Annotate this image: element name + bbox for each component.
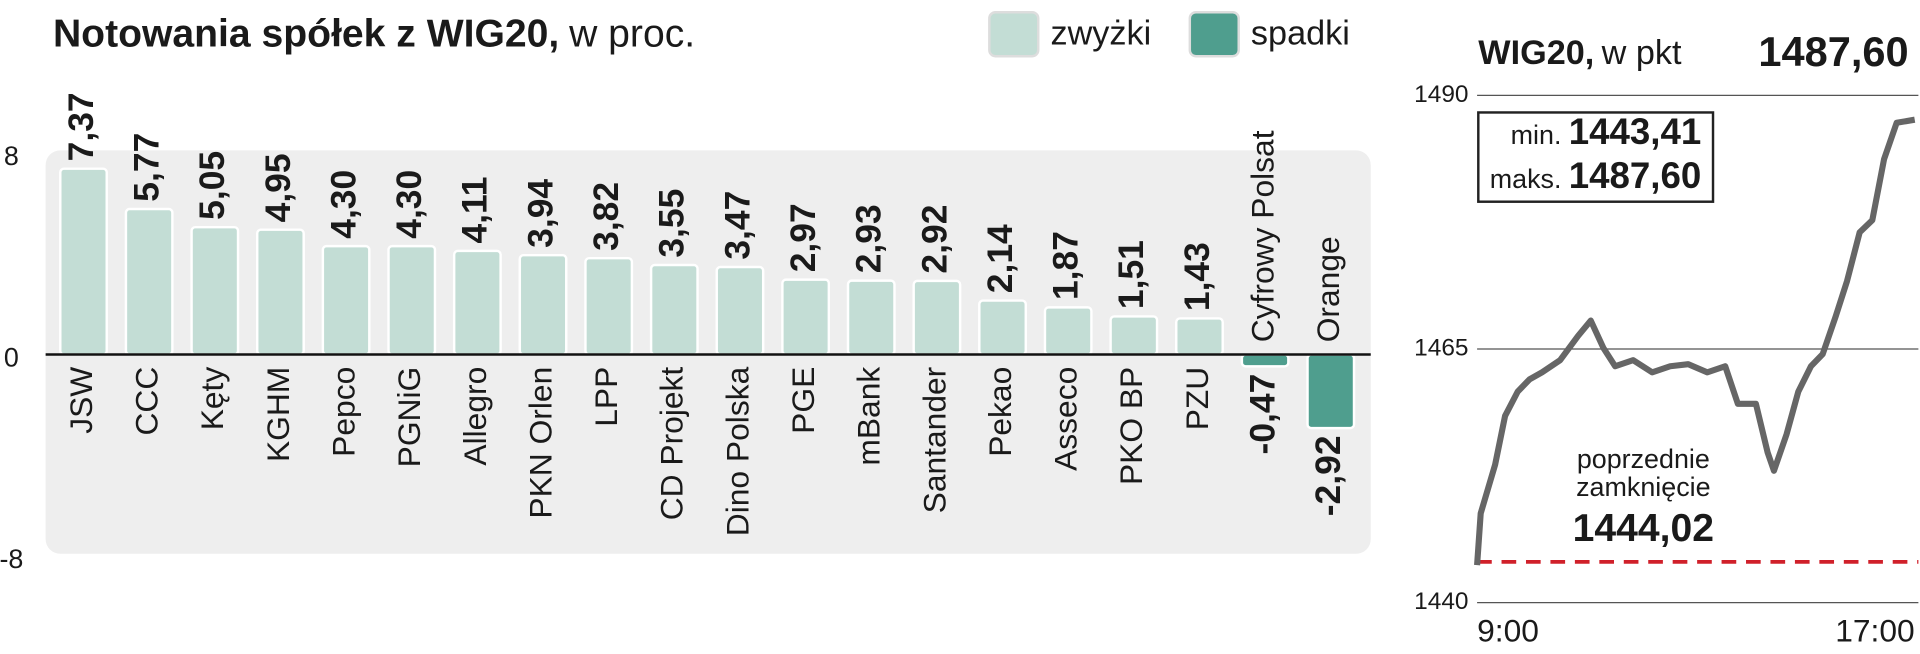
bar [452, 249, 502, 356]
min-value: 1443,41 [1569, 111, 1702, 152]
value-label: 2,14 [980, 224, 1020, 293]
min-label: min. [1511, 120, 1562, 150]
y-tick-label: 1465 [1414, 334, 1468, 361]
value-label: 1,51 [1111, 240, 1151, 309]
value-label: 3,94 [520, 179, 560, 248]
x-tick-label: 9:00 [1477, 613, 1539, 649]
x-tick-label: Santander [916, 366, 952, 513]
x-tick-label: Pekao [982, 367, 1018, 457]
value-label: 2,93 [849, 204, 889, 273]
value-label: 5,05 [192, 151, 232, 220]
bar [1306, 353, 1356, 430]
legend-label: spadki [1251, 14, 1350, 52]
bar [1175, 317, 1224, 356]
x-tick-label: Dino Polska [719, 366, 755, 536]
line [1474, 116, 1916, 566]
x-tick-label: PGNiG [391, 367, 427, 468]
value-label: 5,77 [127, 133, 167, 202]
bar [256, 228, 305, 356]
bar [518, 253, 568, 356]
value-label: 4,30 [389, 170, 429, 239]
x-tick-label: Kęty [194, 367, 230, 431]
value-label: 3,47 [717, 191, 757, 260]
bar [1043, 306, 1093, 356]
annotation: poprzednie [1577, 444, 1710, 474]
bar [846, 279, 896, 356]
chart-title: Notowania spółek z WIG20, w proc. [53, 13, 695, 56]
bar [124, 207, 174, 356]
value-label: 2,92 [914, 205, 954, 274]
line-title: WIG20, w pkt [1478, 34, 1682, 72]
x-tick-label: CCC [129, 367, 165, 436]
y-tick-label: 0 [4, 343, 19, 373]
bar [59, 167, 108, 356]
x-tick-label: mBank [851, 367, 887, 466]
value-label: -0,47 [1242, 374, 1282, 455]
x-tick-label: Asseco [1048, 367, 1084, 471]
x-tick-label: 17:00 [1835, 613, 1915, 649]
y-tick-label: 1490 [1414, 81, 1468, 108]
value-label: 3,55 [652, 189, 692, 258]
bar [715, 265, 765, 356]
bar [978, 299, 1027, 356]
bar [912, 279, 962, 356]
bar [781, 278, 831, 356]
x-tick-label: Orange [1310, 236, 1346, 342]
y-tick-label: 1440 [1414, 588, 1468, 615]
value-label: 2,97 [783, 203, 823, 272]
y-tick-label: 8 [4, 141, 19, 171]
value-label: 3,82 [586, 182, 626, 251]
value-label: 4,30 [323, 170, 363, 239]
y-tick-label: -8 [0, 544, 23, 574]
x-tick-label: LPP [588, 367, 624, 427]
annotation-value: 1444,02 [1573, 507, 1714, 550]
legend-label: zwyżki [1050, 14, 1151, 52]
value-label: 7,37 [61, 92, 101, 161]
plot-panel [45, 150, 1371, 554]
value-label: -2,92 [1308, 435, 1348, 516]
x-tick-label: PZU [1179, 367, 1215, 431]
last-value: 1487,60 [1758, 28, 1908, 75]
bar [584, 256, 634, 356]
bar [190, 225, 240, 356]
unit: w proc. [568, 13, 695, 56]
unit: w pkt [1601, 34, 1682, 72]
bar [649, 263, 699, 356]
legend-swatch [988, 11, 1040, 58]
x-tick-label: PGE [785, 367, 821, 434]
max-value: 1487,60 [1569, 155, 1702, 196]
bar [321, 244, 371, 356]
value-label: 1,87 [1046, 231, 1086, 300]
x-tick-label: Cyfrowy Polsat [1245, 130, 1281, 342]
value-label: 1,43 [1177, 242, 1217, 311]
x-tick-label: JSW [63, 367, 99, 434]
legend-swatch [1188, 11, 1240, 58]
x-tick-label: PKN Orlen [522, 367, 558, 519]
annotation: zamknięcie [1576, 472, 1710, 502]
x-tick-label: Allegro [457, 367, 493, 466]
x-tick-label: PKO BP [1113, 367, 1149, 485]
bar [1240, 353, 1290, 368]
x-tick-label: KGHM [260, 367, 296, 462]
x-tick-label: Pepco [325, 367, 361, 457]
value-label: 4,95 [258, 153, 298, 222]
x-tick-label: CD Projekt [654, 367, 690, 521]
bar [387, 244, 437, 356]
title: WIG20, [1478, 34, 1594, 72]
title: Notowania spółek z WIG20, [53, 13, 559, 56]
max-label: maks. [1490, 164, 1562, 194]
bar [1109, 315, 1159, 356]
min-max-box [1477, 111, 1715, 203]
value-label: 4,11 [455, 177, 495, 244]
